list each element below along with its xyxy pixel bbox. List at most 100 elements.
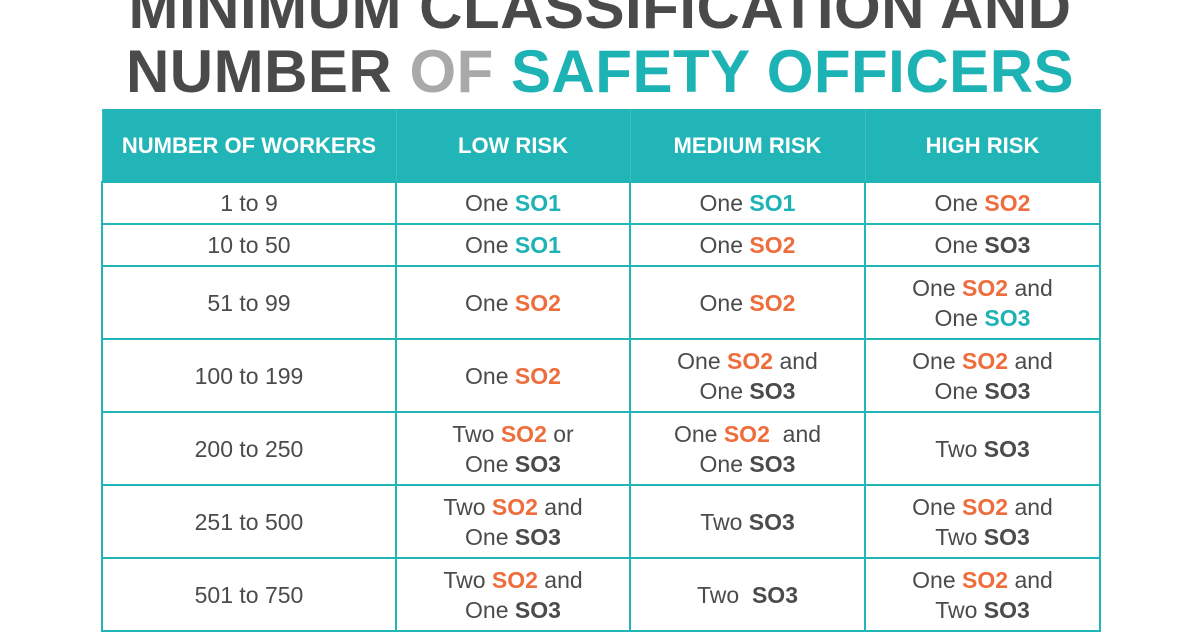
officer-class-label: SO2	[962, 493, 1009, 520]
officer-class-label: SO1	[514, 232, 561, 258]
page-title-line-1: MINIMUM CLASSIFICATION AND	[128, 0, 1072, 41]
cell-text: and	[1008, 493, 1053, 520]
cell-low-risk: One SO1	[395, 181, 631, 225]
header-low-risk: LOW RISK	[395, 109, 631, 182]
cell-number-of-workers: 251 to 500	[101, 484, 397, 559]
cell-text: Two	[935, 435, 984, 462]
cell-low-risk: One SO1	[395, 223, 631, 267]
cell-text: One	[673, 420, 724, 447]
officer-class-label: SO2	[749, 289, 796, 316]
cell-text: or	[546, 420, 574, 447]
title-word-safety-officers: SAFETY OFFICERS	[510, 38, 1075, 105]
cell-high-risk: One SO2 and One SO3	[864, 338, 1101, 413]
cell-text: One	[912, 347, 963, 374]
cell-low-risk: Two SO2 and One SO3	[395, 557, 631, 632]
cell-medium-risk: One SO2	[629, 265, 866, 340]
cell-text: One	[465, 362, 515, 389]
table-row: 100 to 199 One SO2 One SO2 and One SO3 One S…	[101, 338, 1101, 413]
cell-text: One	[465, 289, 515, 316]
officer-class-label: SO2	[749, 232, 796, 258]
cell-text: Two	[452, 420, 501, 447]
cell-medium-risk: One SO2 and One SO3	[629, 411, 866, 486]
cell-text: One	[699, 190, 750, 216]
title-word-of: OF	[409, 38, 494, 105]
officer-class-label: SO2	[723, 420, 770, 447]
officer-class-label: SO2	[514, 289, 561, 316]
cell-high-risk: Two SO3	[864, 411, 1101, 486]
officer-class-label: SO2	[962, 274, 1009, 301]
cell-text: One	[699, 450, 750, 477]
cell-text: One	[912, 493, 963, 520]
table-row: 1 to 9 One SO1 One SO1 One SO2	[101, 181, 1101, 225]
officer-class-label: SO3	[751, 581, 798, 608]
title-word-number: NUMBER	[125, 38, 393, 105]
cell-number-of-workers: 51 to 99	[101, 265, 397, 340]
table-row: 51 to 99 One SO2 One SO2 One SO2 and One SO3	[101, 265, 1101, 340]
officer-class-label: SO3	[983, 596, 1030, 623]
officer-class-label: SO2	[491, 566, 538, 593]
cell-text: Two	[443, 566, 492, 593]
officer-class-label: SO1	[514, 190, 561, 216]
cell-text: and	[537, 566, 583, 593]
cell-text: Two	[935, 596, 984, 623]
cell-text: One	[465, 232, 515, 258]
cell-number-of-workers: 1 to 9	[101, 181, 397, 225]
cell-text: One	[465, 450, 515, 477]
cell-text: One	[699, 289, 750, 316]
officer-class-label: SO2	[962, 566, 1009, 593]
safety-officer-table: NUMBER OF WORKERS LOW RISK MEDIUM RISK H…	[101, 109, 1101, 632]
cell-text: Two	[700, 508, 749, 535]
cell-text: One	[699, 232, 750, 258]
cell-text: and	[537, 493, 583, 520]
cell-text: Two	[697, 581, 752, 608]
officer-class-label: SO2	[514, 362, 561, 389]
cell-text: One	[934, 190, 985, 216]
cell-high-risk: One SO2 and Two SO3	[864, 484, 1101, 559]
cell-number-of-workers: 200 to 250	[101, 411, 397, 486]
cell-text: One	[699, 377, 750, 404]
header-medium-risk: MEDIUM RISK	[629, 109, 866, 182]
cell-text: and	[1008, 274, 1053, 301]
officer-class-label: SO2	[500, 420, 547, 447]
page-title-line-2: NUMBER OF SAFETY OFFICERS	[0, 42, 1200, 102]
cell-medium-risk: Two SO3	[629, 557, 866, 632]
cell-text: Two	[443, 493, 492, 520]
cell-number-of-workers: 501 to 750	[101, 557, 397, 632]
officer-class-label: SO3	[983, 435, 1030, 462]
cell-text: and	[1008, 347, 1053, 374]
officer-class-label: SO3	[514, 523, 561, 550]
cell-medium-risk: Two SO3	[629, 484, 866, 559]
table-row: 251 to 500 Two SO2 and One SO3 Two SO3 One S…	[101, 484, 1101, 559]
cell-high-risk: One SO2 and Two SO3	[864, 557, 1101, 632]
cell-medium-risk: One SO2 and One SO3	[629, 338, 866, 413]
table-header-row: NUMBER OF WORKERS LOW RISK MEDIUM RISK H…	[101, 109, 1101, 182]
cell-text: One	[465, 190, 515, 216]
table-row: 10 to 50 One SO1 One SO2 One SO3	[101, 223, 1101, 267]
officer-class-label: SO3	[514, 450, 561, 477]
cell-low-risk: Two SO2 and One SO3	[395, 484, 631, 559]
header-number-of-workers: NUMBER OF WORKERS	[101, 109, 397, 182]
cell-low-risk: Two SO2 or One SO3	[395, 411, 631, 486]
cell-text: One	[465, 523, 515, 550]
cell-number-of-workers: 100 to 199	[101, 338, 397, 413]
cell-text: One	[912, 274, 963, 301]
cell-text: and	[769, 420, 822, 447]
cell-high-risk: One SO2	[864, 181, 1101, 225]
officer-class-label: SO3	[984, 377, 1031, 404]
cell-text: Two	[935, 523, 984, 550]
cell-text: One	[934, 232, 985, 258]
cell-medium-risk: One SO2	[629, 223, 866, 267]
officer-class-label: SO3	[983, 523, 1030, 550]
cell-text: and	[1008, 566, 1053, 593]
officer-class-label: SO3	[749, 377, 796, 404]
officer-class-label: SO3	[984, 304, 1031, 331]
cell-high-risk: One SO2 and One SO3	[864, 265, 1101, 340]
cell-low-risk: One SO2	[395, 338, 631, 413]
officer-class-label: SO1	[749, 190, 796, 216]
header-high-risk: HIGH RISK	[864, 109, 1101, 182]
cell-medium-risk: One SO1	[629, 181, 866, 225]
cell-text: One	[934, 304, 985, 331]
officer-class-label: SO3	[748, 508, 795, 535]
officer-class-label: SO3	[749, 450, 796, 477]
officer-class-label: SO2	[962, 347, 1009, 374]
